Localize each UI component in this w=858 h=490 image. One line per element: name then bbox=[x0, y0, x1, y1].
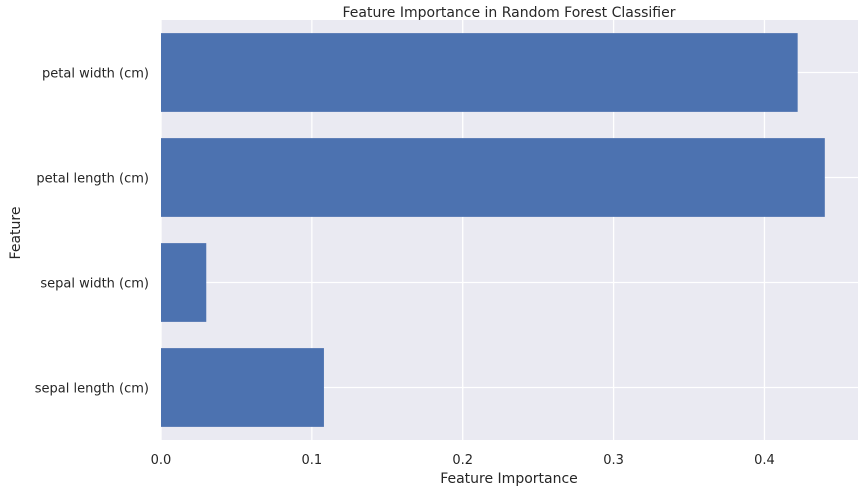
bar bbox=[161, 33, 798, 112]
bars bbox=[161, 33, 825, 427]
bar bbox=[161, 243, 207, 322]
y-tick-label: petal length (cm) bbox=[36, 172, 149, 187]
y-tick-label: petal width (cm) bbox=[42, 67, 149, 82]
x-tick-label: 0.3 bbox=[603, 453, 624, 468]
x-axis-label: Feature Importance bbox=[440, 471, 578, 487]
bar bbox=[161, 348, 324, 427]
bar bbox=[161, 138, 825, 217]
y-tick-label: sepal width (cm) bbox=[40, 277, 149, 292]
x-tick-label: 0.0 bbox=[151, 453, 172, 468]
x-tick-labels: 0.0 0.1 0.2 0.3 0.4 bbox=[151, 453, 775, 468]
x-tick-label: 0.4 bbox=[754, 453, 775, 468]
chart-title: Feature Importance in Random Forest Clas… bbox=[343, 5, 676, 21]
y-tick-label: sepal length (cm) bbox=[35, 382, 149, 397]
x-tick-label: 0.1 bbox=[302, 453, 323, 468]
y-axis-label: Feature bbox=[8, 207, 24, 260]
x-tick-label: 0.2 bbox=[452, 453, 473, 468]
y-tick-labels: sepal length (cm) sepal width (cm) petal l… bbox=[35, 67, 149, 397]
